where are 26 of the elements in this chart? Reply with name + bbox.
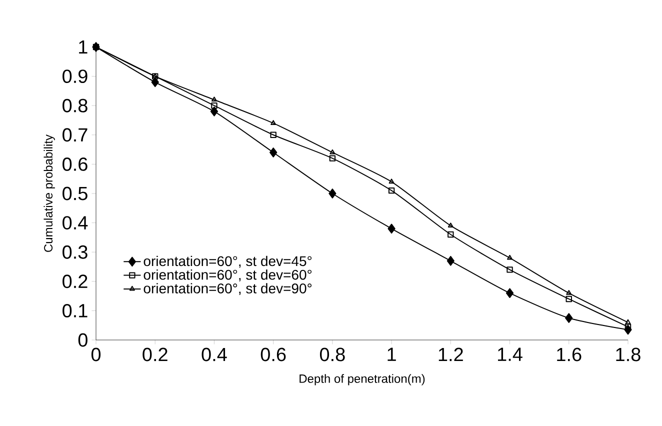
legend-label: orientation=60°, st dev=90° xyxy=(144,283,312,296)
y-tick-label: 0.9 xyxy=(62,70,88,84)
legend-label: orientation=60°, st dev=45° xyxy=(144,256,312,268)
x-tick-label: 0.2 xyxy=(142,348,168,362)
x-tick-label: 1.2 xyxy=(438,348,463,362)
legend-label: orientation=60°, st dev=60° xyxy=(144,269,312,282)
x-tick-label: 1.8 xyxy=(616,348,640,362)
x-tick-label: 0.8 xyxy=(320,348,345,362)
y-tick-label: 0.1 xyxy=(62,304,88,318)
x-axis-title: Depth of penetration(m) xyxy=(300,374,425,386)
x-tick-label: 1.4 xyxy=(498,348,522,361)
y-axis-title: Cumulative probability xyxy=(44,134,55,252)
y-tick-label: 0.4 xyxy=(62,216,88,230)
y-tick-label: 0.3 xyxy=(62,245,88,259)
y-tick-label: 0 xyxy=(78,333,88,347)
x-tick-label: 0.4 xyxy=(202,348,227,362)
y-tick-label: 0.7 xyxy=(62,128,88,142)
y-tick-label: 0.5 xyxy=(62,186,88,200)
x-tick-label: 1 xyxy=(388,348,396,361)
y-tick-label: 0.2 xyxy=(62,274,88,288)
x-tick-label: 1.6 xyxy=(557,348,582,362)
y-tick-label: 0.6 xyxy=(62,157,88,171)
y-tick-label: 0.8 xyxy=(62,98,88,112)
y-tick-label: 1 xyxy=(79,40,88,54)
x-tick-label: 0 xyxy=(91,348,101,362)
x-tick-label: 0.6 xyxy=(260,348,286,362)
